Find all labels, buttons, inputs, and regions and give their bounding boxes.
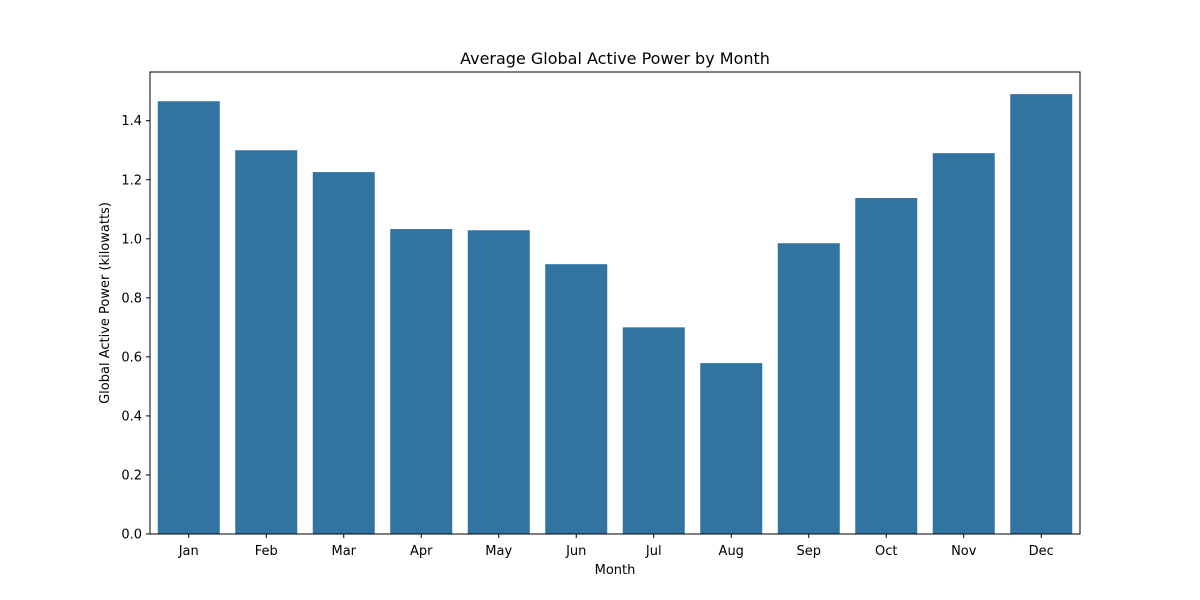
x-axis: Jan Feb Mar Apr May Jun Jul Aug Sep Oct Nov Dec [178,534,1054,559]
bar-jul [622,327,685,534]
bar-mar [312,172,375,534]
x-tick-label: Jul [645,544,662,559]
x-tick-label: Feb [255,544,278,559]
bar-jun [545,264,608,534]
x-tick-label: Dec [1029,544,1054,559]
x-axis-label: Month [595,563,636,578]
bar-dec [1010,94,1073,534]
y-tick-label: 0.0 [121,528,142,543]
bar-may [467,230,530,535]
plot-frame [149,71,1081,535]
bar-jan [157,101,220,534]
chart-title: Average Global Active Power by Month [460,49,770,68]
x-tick-label: Sep [796,544,821,559]
x-tick-label: Jun [565,544,586,559]
x-tick-label: Oct [875,544,897,559]
x-tick-label: Apr [410,544,433,559]
y-tick-label: 1.0 [121,232,142,247]
y-tick-label: 0.6 [121,350,142,365]
y-axis-label: Global Active Power (kilowatts) [98,202,113,404]
bar-apr [390,229,453,535]
bar-oct [855,198,918,535]
y-axis: 0.0 0.2 0.4 0.6 0.8 1.0 1.2 1.4 [121,114,150,543]
y-tick-label: 0.2 [121,468,142,483]
bar-nov [932,153,995,534]
x-tick-label: Aug [719,544,744,559]
x-tick-label: Jan [178,544,199,559]
x-tick-label: Nov [951,544,977,559]
y-tick-label: 1.2 [121,173,142,188]
bars-group [157,94,1073,535]
x-tick-label: Mar [331,544,356,559]
x-tick-label: May [485,544,512,559]
y-tick-label: 0.8 [121,291,142,306]
bar-sep [777,243,840,534]
bar-feb [235,150,298,535]
y-tick-label: 1.4 [121,114,142,129]
y-tick-label: 0.4 [121,409,142,424]
bar-aug [700,363,763,534]
